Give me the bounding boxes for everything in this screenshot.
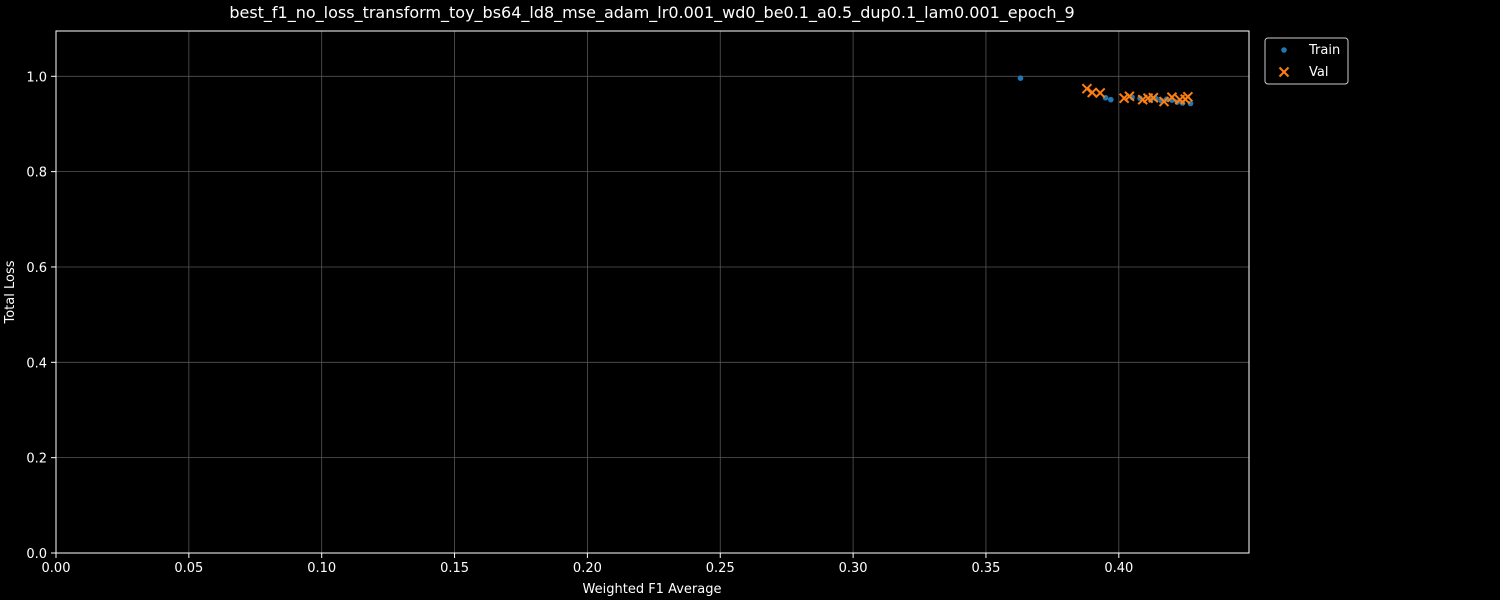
marker-stroke bbox=[1148, 92, 1159, 103]
legend: Train Val bbox=[1264, 37, 1349, 85]
x-tick-label: 0.35 bbox=[971, 561, 1000, 576]
val-point bbox=[1095, 87, 1106, 99]
plot-area: 0.00 0.05 0.10 0.15 0.20 0.25 0.30 0.35 0.40 0.0 0… bbox=[26, 30, 1250, 576]
marker-stroke bbox=[1182, 91, 1194, 102]
y-tick-label: 0.2 bbox=[26, 452, 47, 467]
val-point bbox=[1081, 83, 1093, 94]
x-tick-label: 0.10 bbox=[307, 561, 336, 576]
x-tick-label: 0.40 bbox=[1104, 561, 1133, 576]
marker-stroke bbox=[1095, 87, 1106, 99]
y-tick-label: 1.0 bbox=[26, 70, 47, 85]
x-tick-label: 0.20 bbox=[573, 561, 602, 576]
legend-train-marker bbox=[1281, 47, 1287, 53]
x-tick-label: 0.25 bbox=[706, 561, 735, 576]
val-point bbox=[1182, 91, 1194, 102]
chart-title: best_f1_no_loss_transform_toy_bs64_ld8_m… bbox=[229, 3, 1074, 23]
marker-stroke bbox=[1081, 83, 1093, 94]
y-axis-label: Total Loss bbox=[3, 260, 18, 324]
marker-stroke bbox=[1124, 91, 1135, 102]
x-tick-label: 0.00 bbox=[42, 561, 71, 576]
val-point bbox=[1158, 96, 1170, 107]
marker-stroke bbox=[1087, 87, 1098, 98]
train-point bbox=[1017, 75, 1024, 81]
legend-val-marker bbox=[1278, 66, 1290, 78]
axes-frame bbox=[55, 30, 1250, 554]
y-tick-label: 0.6 bbox=[26, 261, 47, 276]
y-tick-label: 0.8 bbox=[26, 166, 47, 181]
x-tick-label: 0.30 bbox=[839, 561, 868, 576]
marker-stroke bbox=[1166, 92, 1178, 103]
val-point bbox=[1124, 91, 1135, 102]
val-point bbox=[1148, 92, 1159, 103]
val-point bbox=[1087, 87, 1098, 98]
x-tick-label: 0.15 bbox=[440, 561, 469, 576]
x-tick-label: 0.05 bbox=[174, 561, 203, 576]
legend-val-label: Val bbox=[1309, 65, 1328, 80]
y-tick-label: 0.0 bbox=[26, 547, 47, 562]
x-axis-label: Weighted F1 Average bbox=[583, 582, 722, 597]
val-point bbox=[1166, 92, 1178, 103]
marker-stroke bbox=[1158, 96, 1170, 107]
legend-train-label: Train bbox=[1308, 43, 1340, 58]
marker-stroke bbox=[1278, 66, 1290, 78]
train-point bbox=[1108, 96, 1114, 103]
y-tick-label: 0.4 bbox=[26, 356, 47, 371]
